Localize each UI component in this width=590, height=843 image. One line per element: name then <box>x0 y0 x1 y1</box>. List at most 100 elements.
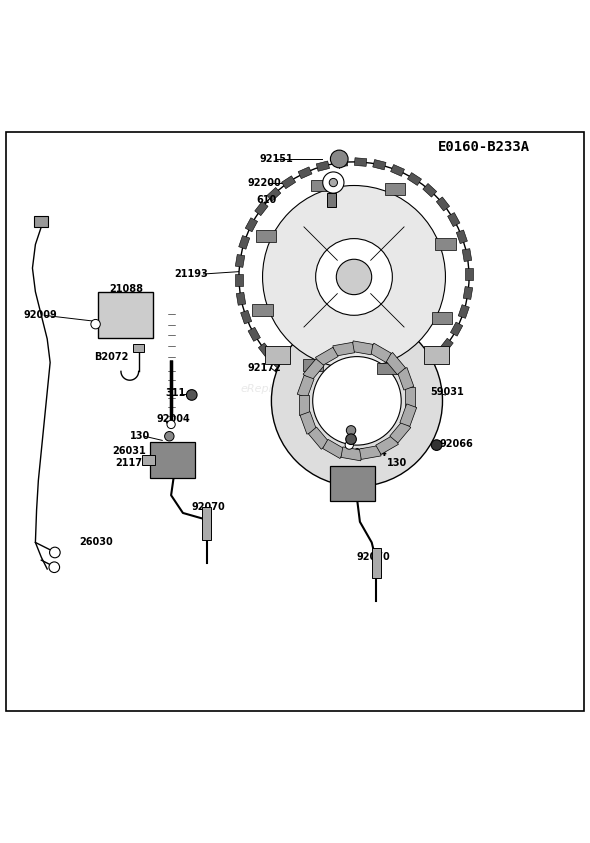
Polygon shape <box>323 439 345 459</box>
FancyBboxPatch shape <box>266 346 290 364</box>
FancyBboxPatch shape <box>432 312 453 324</box>
Polygon shape <box>303 359 324 381</box>
Polygon shape <box>373 159 386 169</box>
Circle shape <box>239 162 469 392</box>
Circle shape <box>345 441 353 449</box>
Circle shape <box>167 421 175 428</box>
FancyBboxPatch shape <box>377 362 397 374</box>
Polygon shape <box>462 249 472 261</box>
FancyBboxPatch shape <box>435 238 455 250</box>
Polygon shape <box>423 184 437 197</box>
Polygon shape <box>351 341 373 355</box>
Polygon shape <box>335 158 348 167</box>
FancyBboxPatch shape <box>253 304 273 316</box>
FancyBboxPatch shape <box>385 183 405 195</box>
Polygon shape <box>287 368 300 381</box>
Polygon shape <box>271 357 285 370</box>
Text: 59031: 59031 <box>431 387 464 397</box>
Polygon shape <box>391 164 405 176</box>
Polygon shape <box>341 447 363 461</box>
Polygon shape <box>355 158 367 166</box>
Polygon shape <box>397 368 414 390</box>
Polygon shape <box>245 217 258 232</box>
Polygon shape <box>236 293 246 305</box>
Polygon shape <box>298 167 312 179</box>
Circle shape <box>346 426 356 435</box>
Bar <box>327 193 336 207</box>
FancyBboxPatch shape <box>330 465 375 501</box>
Text: 26030: 26030 <box>80 538 113 547</box>
Text: 92009: 92009 <box>24 310 57 320</box>
Polygon shape <box>333 342 355 357</box>
Polygon shape <box>437 197 450 211</box>
Text: 311: 311 <box>354 432 374 443</box>
Text: 26031: 26031 <box>112 446 146 456</box>
Text: 92066: 92066 <box>440 439 473 449</box>
Polygon shape <box>281 176 296 189</box>
Polygon shape <box>378 383 392 393</box>
Bar <box>142 455 155 464</box>
Polygon shape <box>412 365 427 379</box>
Bar <box>34 216 48 227</box>
Polygon shape <box>450 322 463 336</box>
Polygon shape <box>316 347 338 367</box>
Polygon shape <box>396 375 410 387</box>
FancyBboxPatch shape <box>255 230 276 242</box>
Polygon shape <box>359 445 381 459</box>
Polygon shape <box>440 338 453 352</box>
Polygon shape <box>448 212 460 227</box>
Polygon shape <box>369 343 391 362</box>
Bar <box>202 507 211 540</box>
FancyBboxPatch shape <box>311 180 331 191</box>
Polygon shape <box>309 427 329 449</box>
Circle shape <box>346 434 356 444</box>
Circle shape <box>165 432 174 441</box>
Polygon shape <box>303 378 317 389</box>
FancyBboxPatch shape <box>345 483 369 501</box>
Polygon shape <box>360 387 373 395</box>
Circle shape <box>323 172 344 193</box>
Circle shape <box>313 357 401 445</box>
Polygon shape <box>248 327 260 341</box>
Circle shape <box>330 150 348 168</box>
Polygon shape <box>239 235 250 250</box>
Text: 92004: 92004 <box>354 448 388 458</box>
Bar <box>372 548 381 577</box>
Polygon shape <box>465 268 473 280</box>
Text: E0160-B233A: E0160-B233A <box>438 140 530 154</box>
Circle shape <box>49 562 60 572</box>
FancyBboxPatch shape <box>6 132 584 711</box>
Text: 610: 610 <box>257 196 277 205</box>
Text: B2072: B2072 <box>94 352 129 362</box>
Polygon shape <box>267 187 281 201</box>
Circle shape <box>431 440 442 450</box>
Text: 92151: 92151 <box>260 154 293 164</box>
Text: 21088: 21088 <box>109 284 143 293</box>
Polygon shape <box>405 387 415 407</box>
Polygon shape <box>299 395 309 415</box>
Text: 92070: 92070 <box>192 502 225 512</box>
Bar <box>133 344 144 352</box>
Circle shape <box>91 319 100 329</box>
Polygon shape <box>255 201 268 216</box>
FancyBboxPatch shape <box>303 359 323 371</box>
Polygon shape <box>297 375 314 398</box>
Circle shape <box>336 260 372 295</box>
Circle shape <box>263 185 445 368</box>
Polygon shape <box>458 304 469 319</box>
Polygon shape <box>456 230 467 244</box>
Polygon shape <box>385 352 405 374</box>
Polygon shape <box>235 255 245 267</box>
Circle shape <box>271 315 442 486</box>
Text: 21171: 21171 <box>115 458 149 468</box>
Text: 92200: 92200 <box>248 178 281 187</box>
Text: 21193: 21193 <box>174 269 208 279</box>
Polygon shape <box>241 310 252 324</box>
Polygon shape <box>376 435 398 454</box>
Circle shape <box>50 547 60 558</box>
Text: 92004: 92004 <box>156 414 190 423</box>
Text: 92172: 92172 <box>248 363 281 373</box>
FancyBboxPatch shape <box>150 442 195 477</box>
Circle shape <box>316 239 392 315</box>
Text: 130: 130 <box>130 432 150 441</box>
